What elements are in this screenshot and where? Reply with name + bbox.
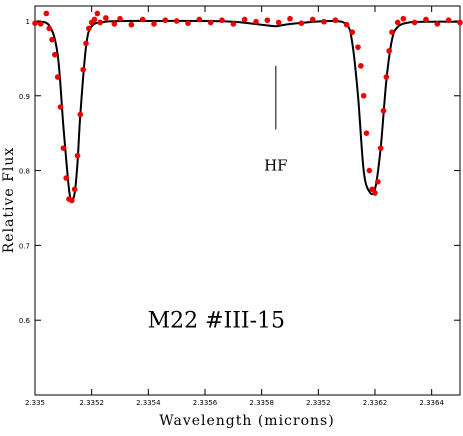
data-point bbox=[394, 19, 401, 26]
data-point bbox=[400, 15, 407, 22]
data-point bbox=[151, 21, 157, 27]
x-tick-label: 2.3354 bbox=[136, 399, 161, 407]
data-point bbox=[219, 17, 225, 24]
data-point bbox=[275, 19, 282, 26]
data-point bbox=[366, 167, 373, 174]
data-point bbox=[97, 19, 103, 26]
data-point bbox=[71, 186, 78, 193]
x-tick-label: 2.3358 bbox=[249, 399, 274, 407]
data-point bbox=[80, 66, 86, 73]
data-point bbox=[128, 21, 135, 28]
tick-labels: 2.335 2.3352 2.3354 2.3356 2.3358 2.3352 2.336… bbox=[19, 18, 445, 407]
x-tick-label: 2.3356 bbox=[193, 399, 218, 407]
data-point bbox=[321, 18, 327, 25]
data-point bbox=[355, 44, 361, 50]
y-axis-title: Relative Flux bbox=[1, 147, 17, 254]
data-point bbox=[196, 16, 203, 23]
data-point bbox=[380, 107, 387, 114]
data-point bbox=[139, 16, 146, 23]
hf-label: HF bbox=[264, 157, 288, 175]
data-point bbox=[375, 178, 381, 185]
data-point bbox=[74, 152, 81, 159]
data-point bbox=[117, 15, 123, 22]
data-point bbox=[185, 20, 191, 27]
data-point bbox=[207, 19, 214, 26]
data-point bbox=[32, 20, 38, 27]
data-point bbox=[60, 145, 67, 151]
x-tick-label: 2.3352 bbox=[79, 399, 104, 407]
data-point bbox=[349, 29, 356, 35]
data-point bbox=[94, 10, 101, 17]
y-tick-label: 0.6 bbox=[19, 317, 31, 325]
data-point bbox=[360, 92, 367, 99]
data-point bbox=[57, 104, 64, 110]
data-point bbox=[52, 51, 58, 58]
model-fit-line bbox=[34, 19, 461, 201]
data-point bbox=[389, 29, 395, 35]
data-point bbox=[423, 16, 429, 23]
data-point bbox=[162, 17, 169, 24]
data-point bbox=[434, 21, 441, 27]
y-tick-label: 0.8 bbox=[19, 168, 30, 176]
plot-frame bbox=[34, 5, 461, 396]
data-point bbox=[86, 25, 92, 32]
data-point bbox=[372, 190, 378, 196]
data-point bbox=[445, 17, 452, 24]
data-point bbox=[332, 17, 339, 24]
x-tick-label: 2.3364 bbox=[419, 399, 444, 407]
data-point bbox=[377, 145, 384, 151]
data-point bbox=[287, 15, 293, 22]
y-tick-label: 0.9 bbox=[19, 93, 30, 101]
data-point bbox=[103, 15, 109, 21]
data-point bbox=[83, 40, 89, 47]
x-axis-title: Wavelength (microns) bbox=[159, 413, 334, 429]
data-point bbox=[46, 25, 52, 32]
data-point bbox=[63, 175, 69, 181]
data-point bbox=[264, 17, 271, 24]
annotations: HF M22 #III-15 bbox=[148, 65, 288, 334]
observed-points bbox=[32, 10, 463, 204]
data-point bbox=[43, 10, 50, 17]
data-point bbox=[309, 16, 316, 23]
x-tick-label: 2.3352 bbox=[306, 399, 331, 407]
data-point bbox=[230, 21, 237, 27]
data-point bbox=[298, 20, 305, 27]
data-point bbox=[343, 21, 350, 28]
data-point bbox=[253, 18, 259, 25]
data-point bbox=[358, 63, 364, 69]
data-point bbox=[49, 36, 55, 43]
data-point bbox=[77, 111, 84, 118]
tick-marks bbox=[34, 6, 460, 395]
data-point bbox=[241, 16, 248, 23]
data-point bbox=[363, 130, 370, 136]
model-line bbox=[34, 19, 461, 201]
star-id-label: M22 #III-15 bbox=[148, 309, 285, 334]
data-point bbox=[386, 48, 392, 54]
y-tick-label: 0.7 bbox=[19, 242, 30, 250]
x-tick-label: 2.3362 bbox=[363, 399, 388, 407]
data-point bbox=[37, 21, 44, 27]
data-point bbox=[457, 19, 463, 26]
data-point bbox=[111, 21, 118, 27]
data-point bbox=[69, 197, 75, 204]
data-point bbox=[383, 74, 390, 80]
x-tick-label: 2.335 bbox=[25, 399, 45, 407]
data-point bbox=[173, 18, 180, 24]
data-point bbox=[54, 74, 61, 80]
y-tick-label: 1 bbox=[26, 18, 30, 26]
data-point bbox=[411, 19, 418, 26]
data-point bbox=[91, 16, 98, 23]
